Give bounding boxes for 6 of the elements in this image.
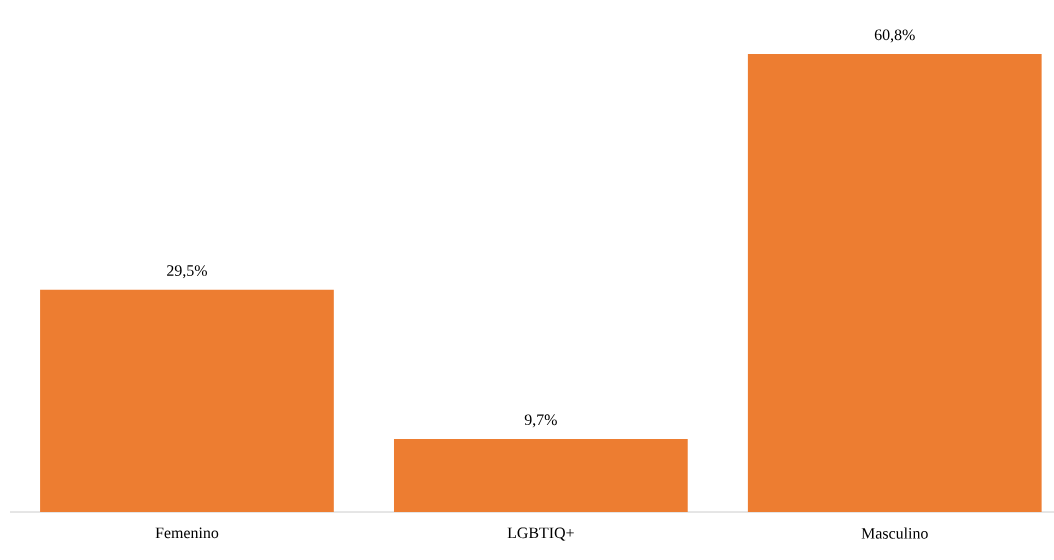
- data-label: 29,5%: [167, 265, 207, 279]
- x-tick-label: LGBTIQ+: [507, 527, 574, 541]
- x-tick-label: Femenino: [155, 527, 219, 539]
- data-label: 9,7%: [524, 414, 557, 428]
- data-label: 60,8%: [874, 29, 915, 43]
- x-tick-label: Masculino: [861, 527, 928, 539]
